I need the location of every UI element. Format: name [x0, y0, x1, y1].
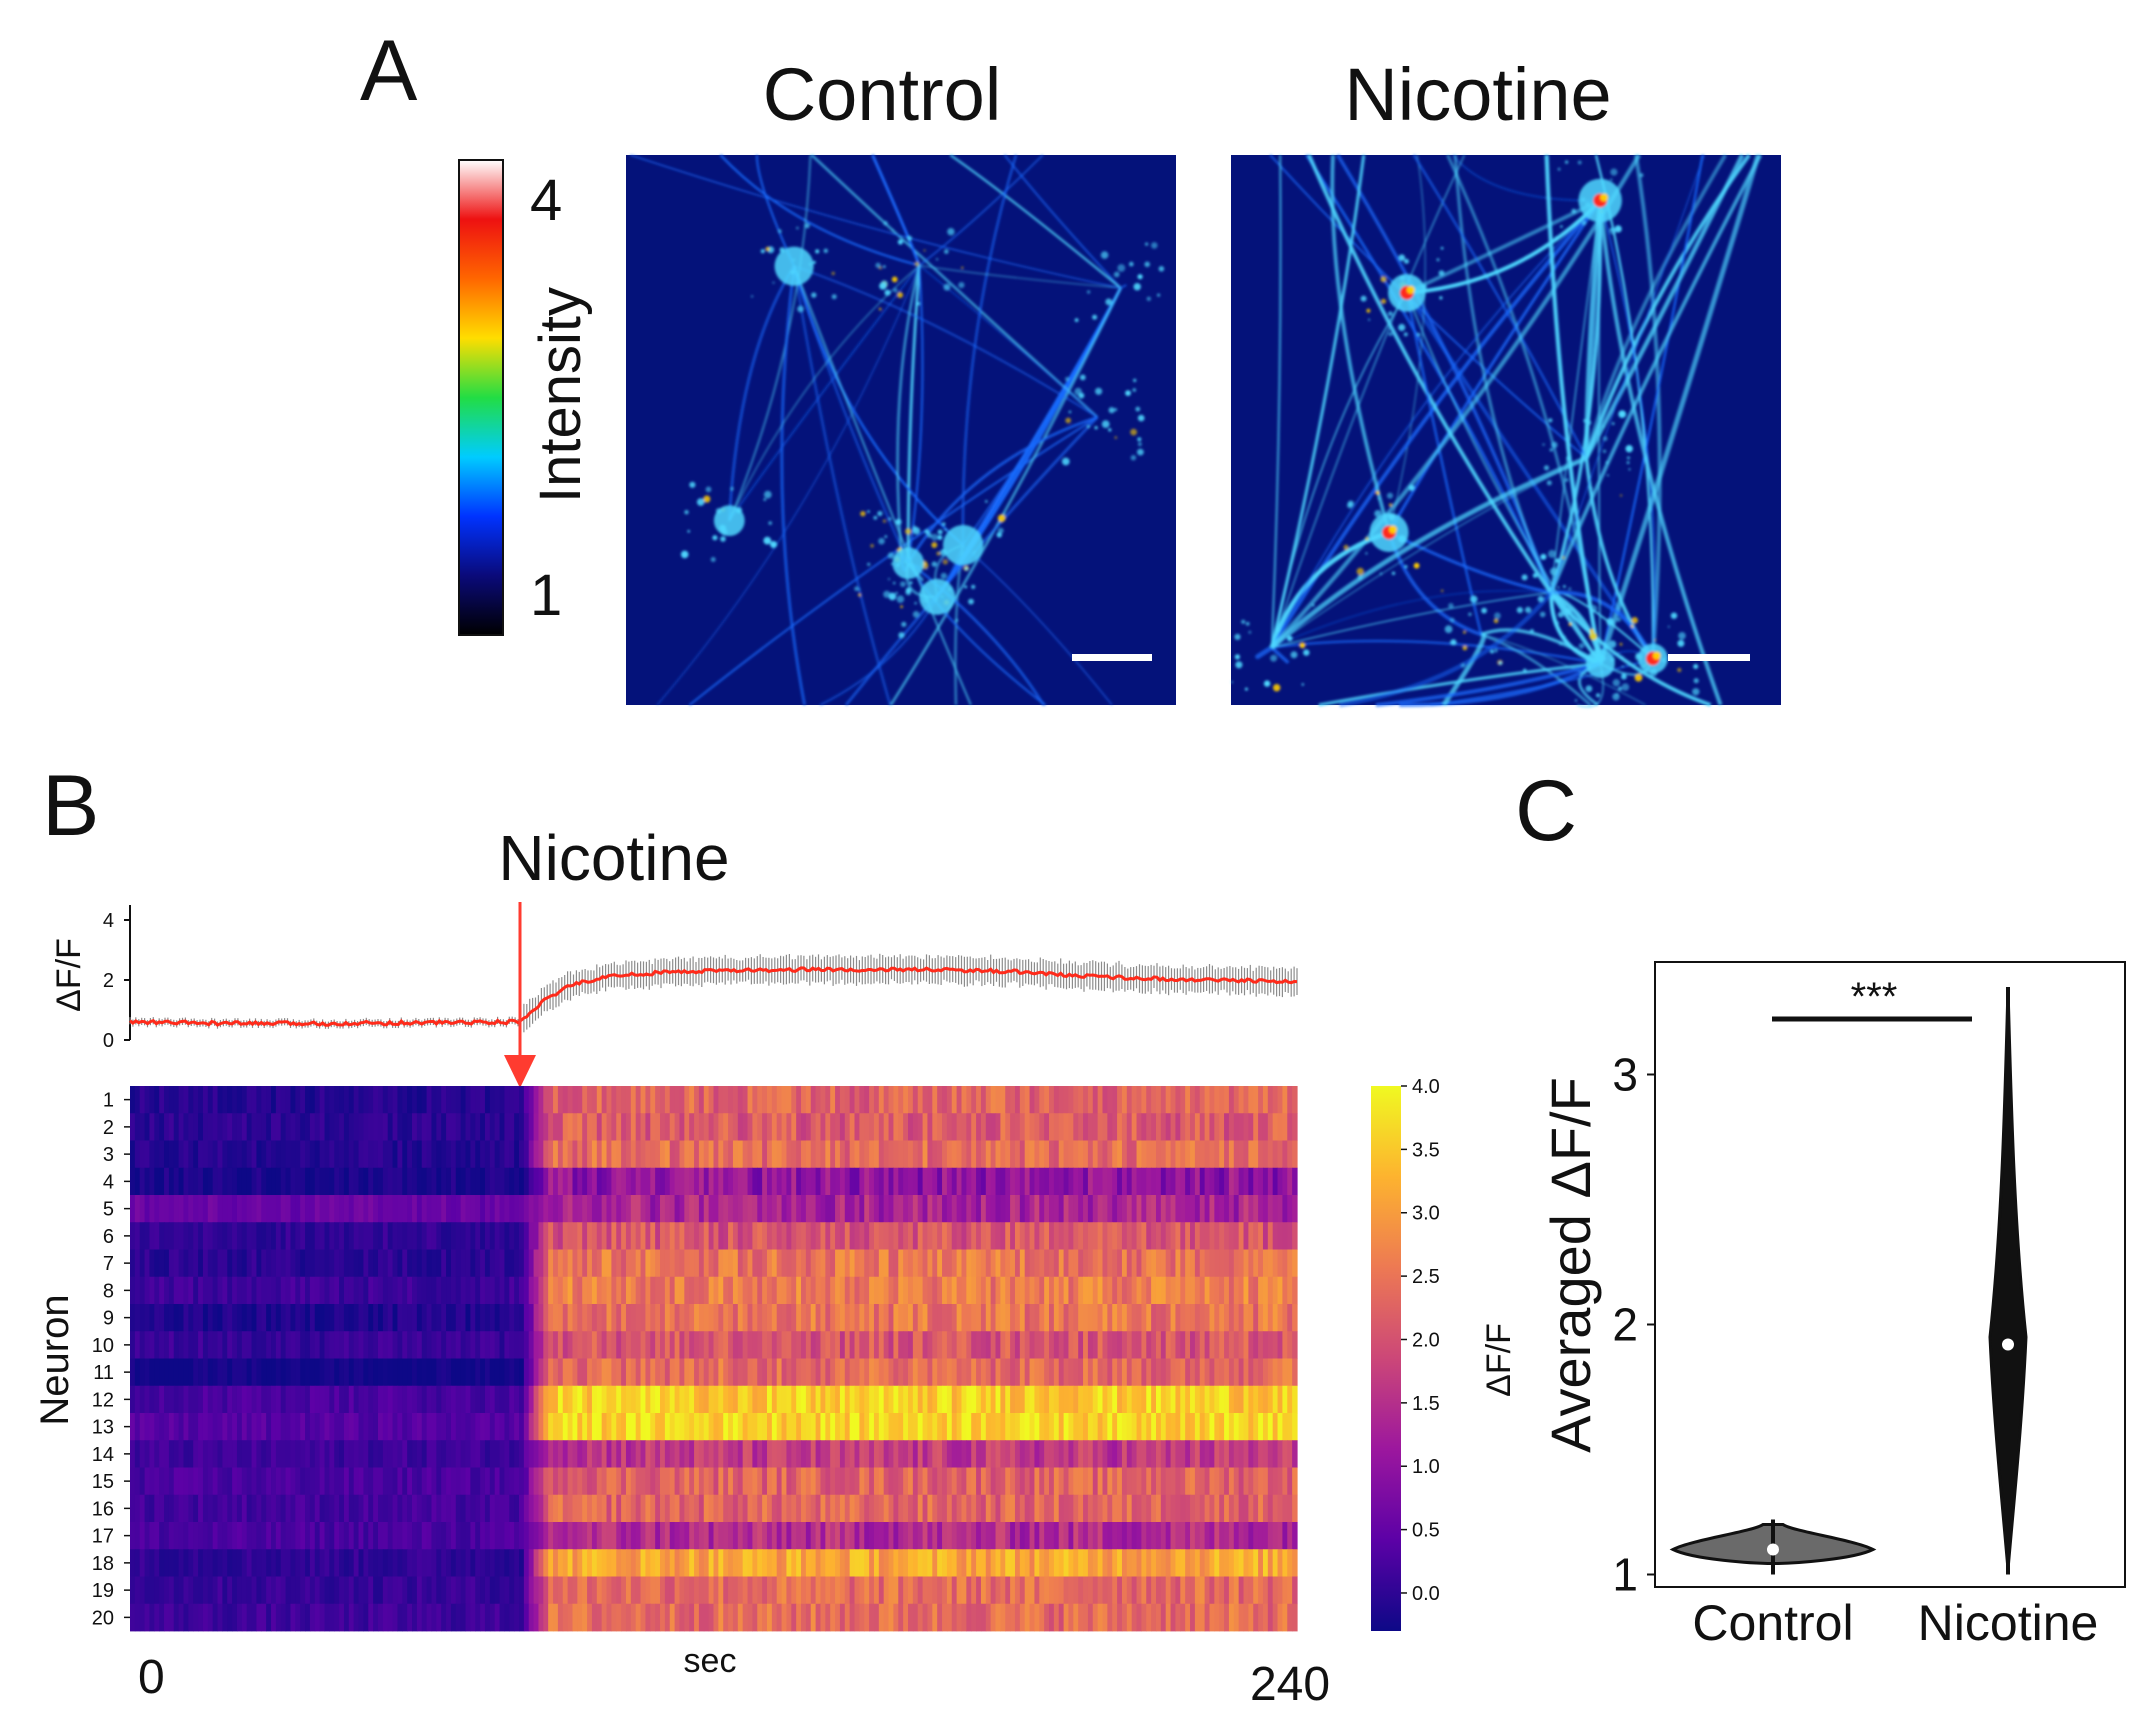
significance-stars: ***	[1851, 975, 1898, 1019]
heatmap-colorbar-tick: 1.0	[1412, 1456, 1440, 1478]
scale-bar-control	[1072, 654, 1152, 661]
panel-label-a: A	[360, 23, 418, 119]
trace-ytick-0: 0	[103, 1030, 114, 1052]
event-label: Nicotine	[498, 822, 729, 894]
neuron-row-label: 17	[92, 1526, 114, 1548]
neuron-row-label: 16	[92, 1498, 114, 1520]
trace-plot: 0 2 4 ΔF/F	[50, 905, 1298, 1052]
violin-ylabel: Averaged ΔF/F	[1539, 1077, 1602, 1453]
scale-bar-nicotine	[1668, 654, 1750, 661]
violin-y-ticks: 1 2 3	[1612, 1049, 1655, 1601]
micrograph-control	[626, 154, 1176, 706]
neuron-row-label: 15	[92, 1471, 114, 1493]
median-control	[1767, 1543, 1779, 1556]
neuron-row-label: 19	[92, 1580, 114, 1602]
panel-label-b: B	[42, 758, 99, 854]
x-tick-0: 0	[138, 1651, 165, 1704]
neuron-row-label: 18	[92, 1553, 114, 1575]
heatmap-colorbar	[1371, 1086, 1401, 1631]
x-tick-240: 240	[1250, 1658, 1330, 1711]
heatmap-colorbar-label: ΔF/F	[1480, 1323, 1518, 1397]
intensity-colorbar	[458, 159, 504, 636]
violin-xtick-control: Control	[1692, 1595, 1853, 1651]
neuron-row-label: 14	[92, 1444, 114, 1466]
event-marker	[504, 902, 536, 1088]
neuron-row-label: 7	[103, 1253, 114, 1275]
heatmap-colorbar-tick: 3.5	[1412, 1139, 1440, 1161]
heatmap-colorbar-ticks: 4.0 3.5 3.0 2.5 2.0 1.5 1.0 0.5 0.0	[1401, 1076, 1440, 1605]
micrograph-nicotine	[1231, 153, 1781, 708]
trace-ylabel: ΔF/F	[50, 938, 88, 1012]
neuron-row-label: 8	[103, 1280, 114, 1302]
neuron-row-label: 10	[92, 1335, 114, 1357]
heatmap-colorbar-tick: 2.0	[1412, 1329, 1440, 1351]
neuron-row-label: 9	[103, 1308, 114, 1330]
neuron-row-label: 5	[103, 1199, 114, 1221]
trace-mean-line	[129, 966, 1298, 1027]
colorbar-min-label: 1	[530, 563, 562, 628]
heatmap-colorbar-tick: 4.0	[1412, 1076, 1440, 1098]
panel-label-c: C	[1515, 763, 1577, 859]
heatmap-colorbar-tick: 1.5	[1412, 1393, 1440, 1415]
violins	[1669, 986, 2028, 1575]
violin-ytick: 3	[1612, 1049, 1638, 1101]
median-nicotine	[2002, 1338, 2014, 1351]
violin-xtick-nicotine: Nicotine	[1918, 1595, 2099, 1651]
neuron-row-label: 1	[103, 1090, 114, 1112]
neuron-row-label: 20	[92, 1607, 114, 1629]
image-title-nicotine: Nicotine	[1344, 53, 1611, 136]
neuron-row-label: 3	[103, 1144, 114, 1166]
colorbar-title: Intensity	[528, 287, 593, 503]
heatmap-colorbar-tick: 2.5	[1412, 1266, 1440, 1288]
x-axis-label: sec	[684, 1642, 737, 1680]
neuron-row-label: 2	[103, 1117, 114, 1139]
violin-axes	[1654, 961, 2126, 1588]
neuron-heatmap	[130, 1086, 1298, 1632]
neuron-row-label: 12	[92, 1389, 114, 1411]
trace-error-bars	[129, 953, 1298, 1033]
neuron-row-label: 13	[92, 1417, 114, 1439]
heatmap-colorbar-tick: 3.0	[1412, 1203, 1440, 1225]
heatmap-colorbar-tick: 0.0	[1412, 1583, 1440, 1605]
violin-ytick: 1	[1612, 1549, 1638, 1601]
colorbar-max-label: 4	[530, 168, 562, 233]
neuron-row-label: 6	[103, 1226, 114, 1248]
violin-ytick: 2	[1612, 1299, 1638, 1351]
neuron-row-label: 4	[103, 1171, 114, 1193]
image-title-control: Control	[763, 53, 1002, 136]
heatmap-ylabel: Neuron	[33, 1294, 77, 1425]
heatmap-colorbar-tick: 0.5	[1412, 1520, 1440, 1542]
neuron-row-label: 11	[93, 1362, 114, 1384]
trace-ytick-4: 4	[103, 910, 114, 932]
trace-ytick-2: 2	[103, 970, 114, 992]
